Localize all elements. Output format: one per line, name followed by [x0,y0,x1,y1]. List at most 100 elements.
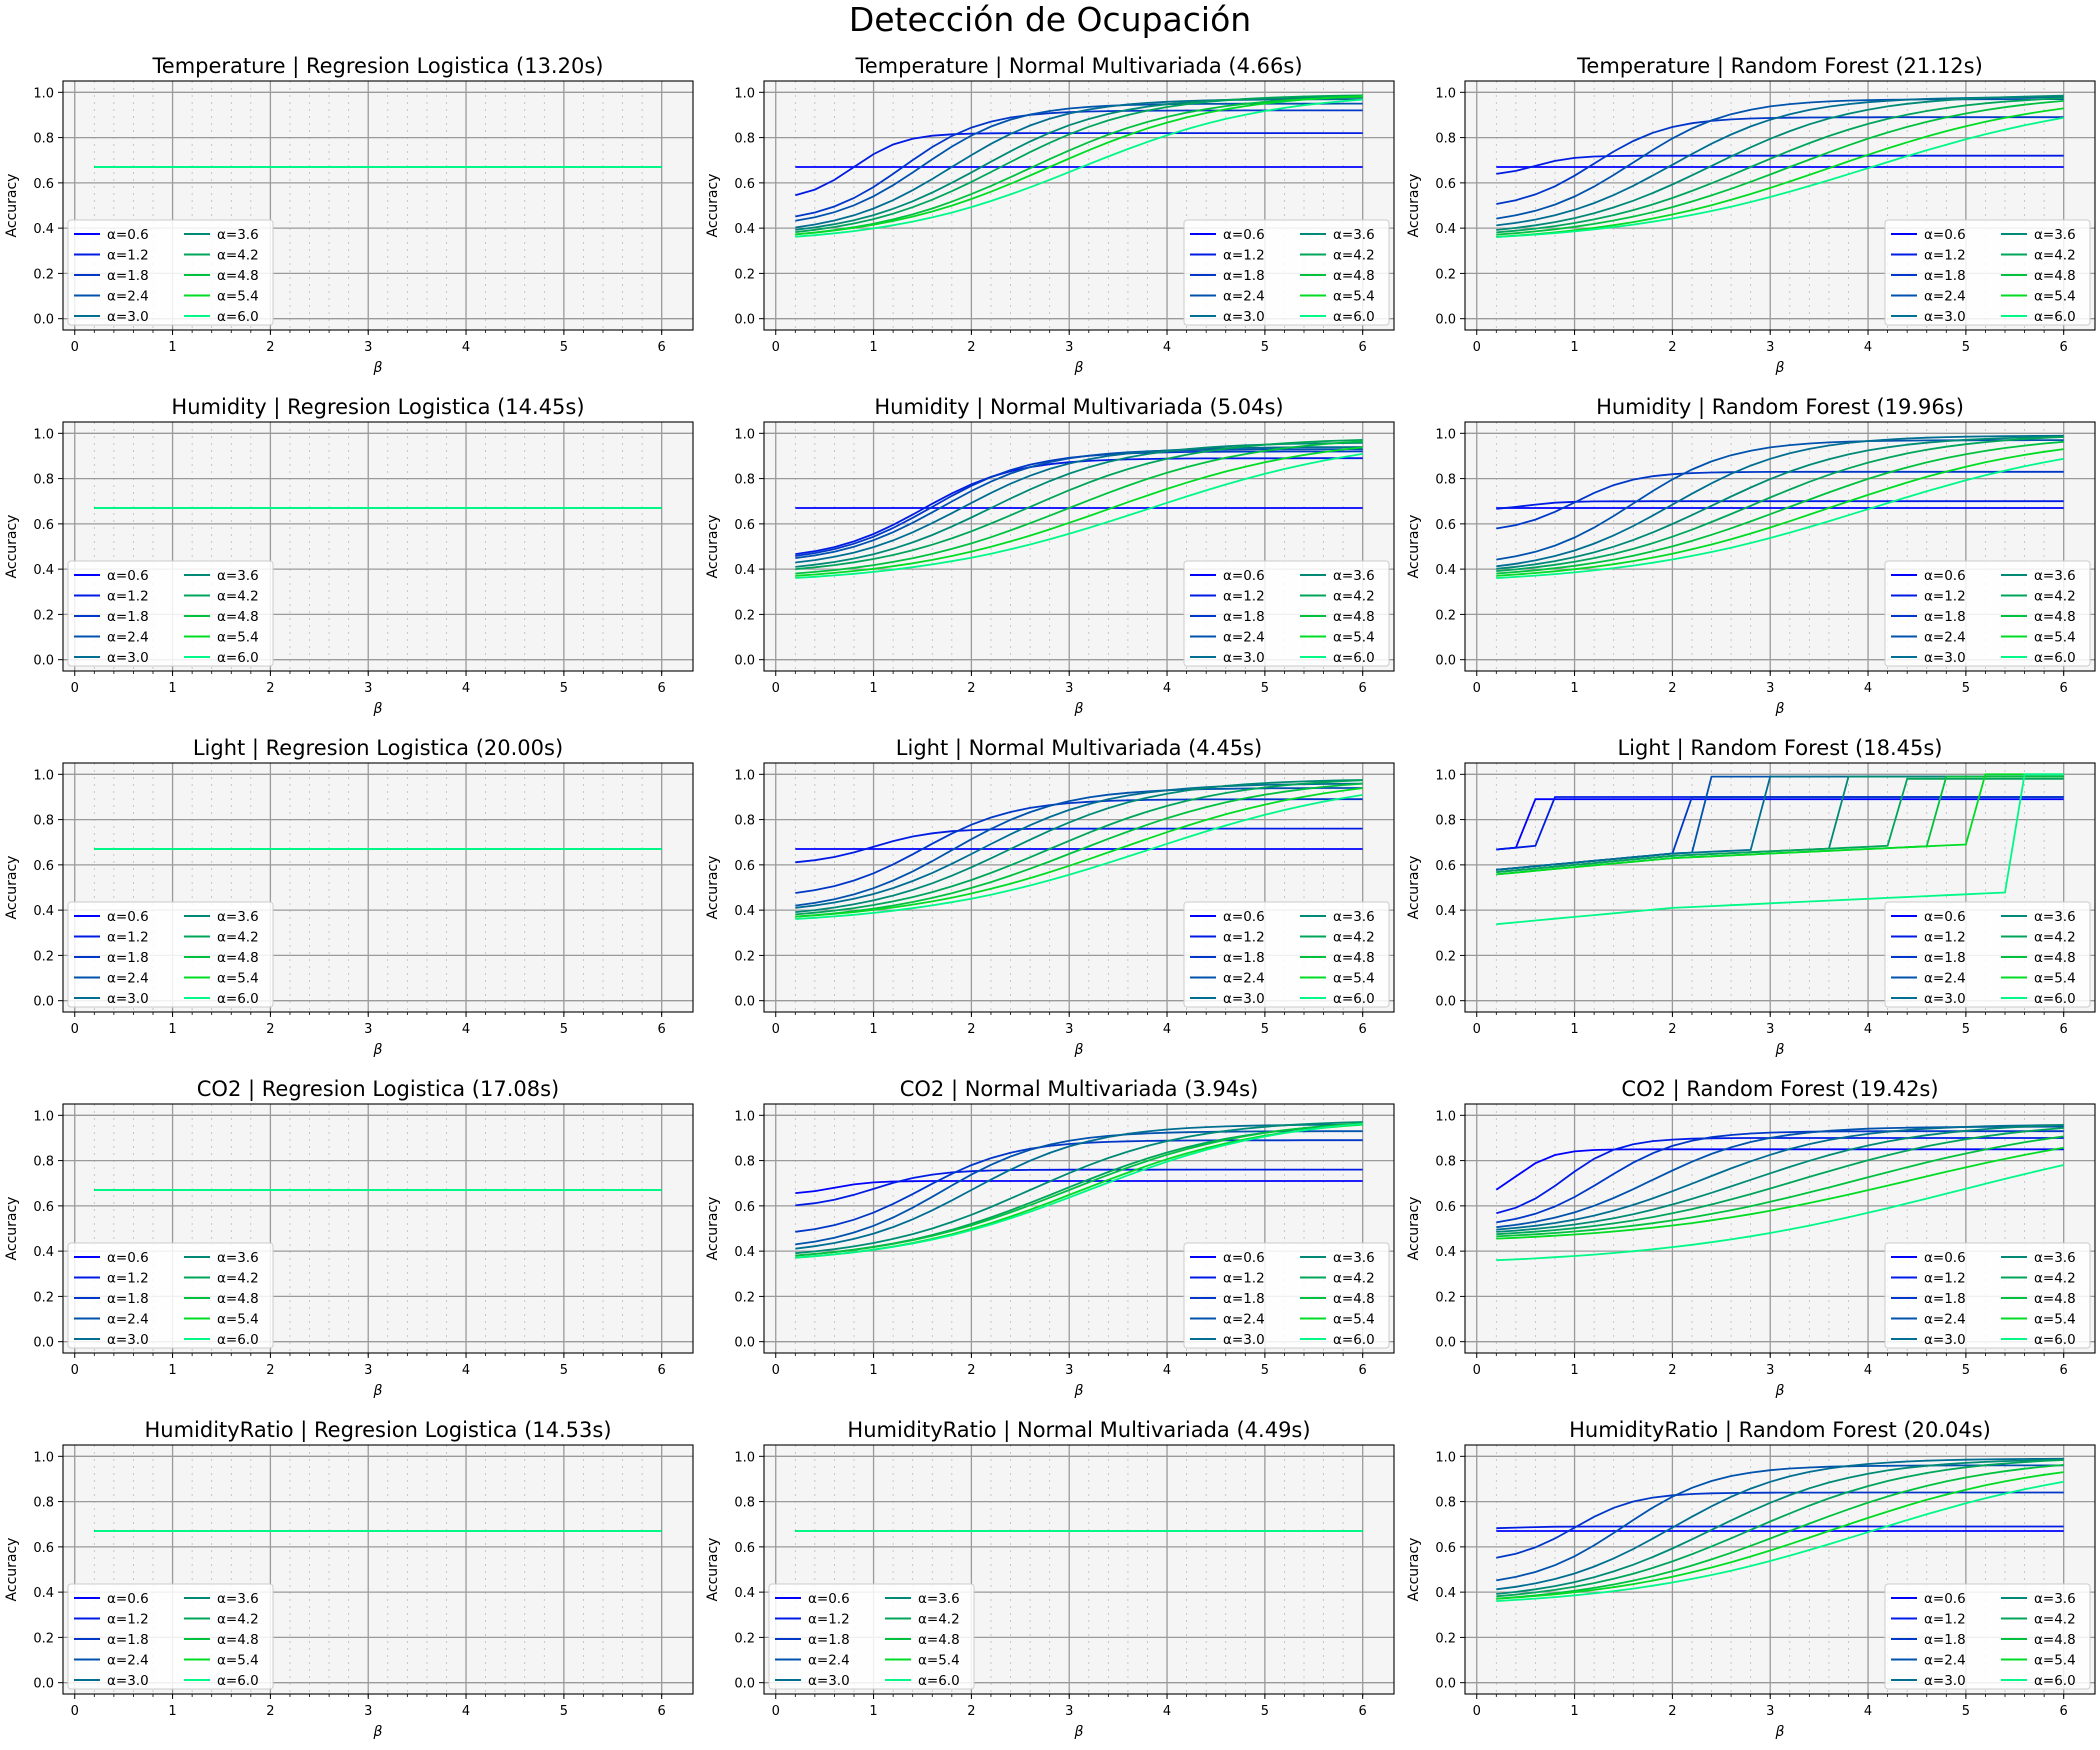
y-tick-label: 0.8 [734,132,755,147]
x-tick-label: 2 [1668,1704,1676,1719]
subplot-6: 0 1 2 3 4 5 6 0.0 0.2 0.4 0.6 0.8 1.0 Light | Regresi… [4,736,694,1058]
plot-frame [763,421,1395,672]
y-tick-label: 0.0 [734,654,755,669]
legend-label: α=1.8 [1924,950,1966,966]
plot-frame [62,1444,694,1695]
x-tick-label: 0 [1473,340,1481,355]
legend-label: α=5.4 [2034,630,2076,646]
x-tick-label: 3 [364,1363,372,1378]
y-tick-label: 0.6 [1435,177,1456,192]
y-tick-label: 0.4 [734,563,755,578]
legend-label: α=1.2 [1924,1271,1966,1287]
x-tick-label: 4 [462,1704,470,1719]
plot-frame [62,762,694,1013]
y-tick-label: 0.6 [734,1200,755,1215]
legend-label: α=3.0 [1924,309,1966,325]
x-tick-label: 5 [1962,1704,1970,1719]
subplot-11: 0 1 2 3 4 5 6 0.0 0.2 0.4 0.6 0.8 1.0 CO2 | Random Fo… [1406,1077,2096,1399]
subplot-14: 0 1 2 3 4 5 6 0.0 0.2 0.4 0.6 0.8 1.0 HumidityRatio |… [1406,1418,2096,1740]
legend-label: α=1.2 [107,1612,149,1628]
y-axis-label: Accuracy [4,856,20,920]
y-tick-label: 1.0 [734,1450,755,1465]
x-tick-label: 0 [1473,1022,1481,1037]
x-tick-label: 5 [560,1363,568,1378]
subplot-title: Temperature | Random Forest (21.12s) [1576,54,1983,79]
x-axis-label: β [1074,360,1084,376]
x-tick-label: 4 [462,1363,470,1378]
series-line-α=1.8 [795,798,1363,894]
x-tick-label: 0 [772,340,780,355]
legend: α=0.6 α=1.2 α=1.8 α=2.4 α=3.0 α=3.6 α=4.2 α=4.8… [1183,560,1390,667]
x-tick-label: 1 [168,681,176,696]
subplot-2: 0 1 2 3 4 5 6 0.0 0.2 0.4 0.6 0.8 1.0 Temperature | R… [1406,54,2096,376]
legend-label: α=6.0 [217,1332,259,1348]
x-tick-label: 5 [1261,1022,1269,1037]
legend-label: α=3.6 [918,1591,960,1607]
legend-label: α=1.2 [1223,1271,1265,1287]
legend-label: α=2.4 [107,971,149,987]
y-tick-label: 0.8 [734,473,755,488]
legend-label: α=1.8 [1924,1291,1966,1307]
legend-label: α=4.2 [1333,930,1375,946]
x-tick-label: 5 [1962,340,1970,355]
legend-label: α=3.6 [2034,1250,2076,1266]
x-tick-label: 4 [1864,1363,1872,1378]
y-tick-label: 0.4 [734,904,755,919]
legend: α=0.6 α=1.2 α=1.8 α=2.4 α=3.0 α=3.6 α=4.2 α=4.8… [1183,1242,1390,1349]
legend-label: α=2.4 [1223,289,1265,305]
series-line-α=4.8 [1496,1135,2064,1238]
legend-label: α=4.2 [1333,589,1375,605]
legend-label: α=4.8 [1333,950,1375,966]
legend-label: α=2.4 [1924,971,1966,987]
legend-label: α=1.8 [1223,609,1265,625]
legend-label: α=3.0 [1924,1673,1966,1689]
legend-label: α=3.6 [217,909,259,925]
y-tick-label: 0.4 [734,1586,755,1601]
y-tick-label: 0.0 [33,1677,54,1692]
legend-label: α=0.6 [107,909,149,925]
y-tick-label: 0.8 [33,1155,54,1170]
legend-frame [1884,901,2091,1008]
legend: α=0.6 α=1.2 α=1.8 α=2.4 α=3.0 α=3.6 α=4.2 α=4.8… [768,1583,975,1690]
y-tick-label: 0.4 [33,1586,54,1601]
legend-label: α=1.2 [1924,1612,1966,1628]
x-tick-label: 2 [266,1704,274,1719]
legend: α=0.6 α=1.2 α=1.8 α=2.4 α=3.0 α=3.6 α=4.2 α=4.8… [67,219,274,326]
legend-label: α=1.2 [1924,930,1966,946]
legend-label: α=1.2 [107,930,149,946]
y-tick-label: 0.8 [1435,132,1456,147]
legend: α=0.6 α=1.2 α=1.8 α=2.4 α=3.0 α=3.6 α=4.2 α=4.8… [1884,1583,2091,1690]
x-tick-label: 6 [658,1704,666,1719]
legend-label: α=1.8 [1223,268,1265,284]
legend-label: α=0.6 [1924,1591,1966,1607]
subplot-7: 0 1 2 3 4 5 6 0.0 0.2 0.4 0.6 0.8 1.0 Light | Normal … [705,736,1395,1058]
legend-label: α=6.0 [918,1673,960,1689]
legend-label: α=3.0 [1223,309,1265,325]
x-tick-label: 3 [364,681,372,696]
y-tick-label: 0.6 [33,177,54,192]
figure-title: Detección de Ocupación [848,0,1252,39]
legend-label: α=2.4 [107,1653,149,1669]
series-line-α=5.4 [1496,448,2064,577]
series-line-α=6.0 [1496,773,2064,926]
legend-label: α=3.6 [2034,568,2076,584]
legend-label: α=2.4 [1924,289,1966,305]
y-tick-label: 0.0 [734,995,755,1010]
series-line-α=3.6 [795,779,1363,913]
legend-label: α=3.6 [1333,227,1375,243]
series-line-α=5.4 [1496,1146,2064,1240]
x-tick-label: 2 [1668,1363,1676,1378]
y-tick-label: 0.4 [1435,1245,1456,1260]
legend-label: α=2.4 [1924,1653,1966,1669]
series-line-α=1.2 [1496,500,2064,510]
x-axis-label: β [1074,1383,1084,1399]
legend: α=0.6 α=1.2 α=1.8 α=2.4 α=3.0 α=3.6 α=4.2 α=4.8… [1884,219,2091,326]
y-tick-label: 0.8 [1435,1155,1456,1170]
x-tick-label: 2 [967,1022,975,1037]
x-tick-label: 1 [869,340,877,355]
subplot-title: Light | Random Forest (18.45s) [1617,736,1942,761]
series-line-α=3.0 [795,1123,1363,1250]
legend-label: α=2.4 [107,289,149,305]
subplot-title: CO2 | Regresion Logistica (17.08s) [197,1077,559,1102]
legend-label: α=1.2 [107,589,149,605]
